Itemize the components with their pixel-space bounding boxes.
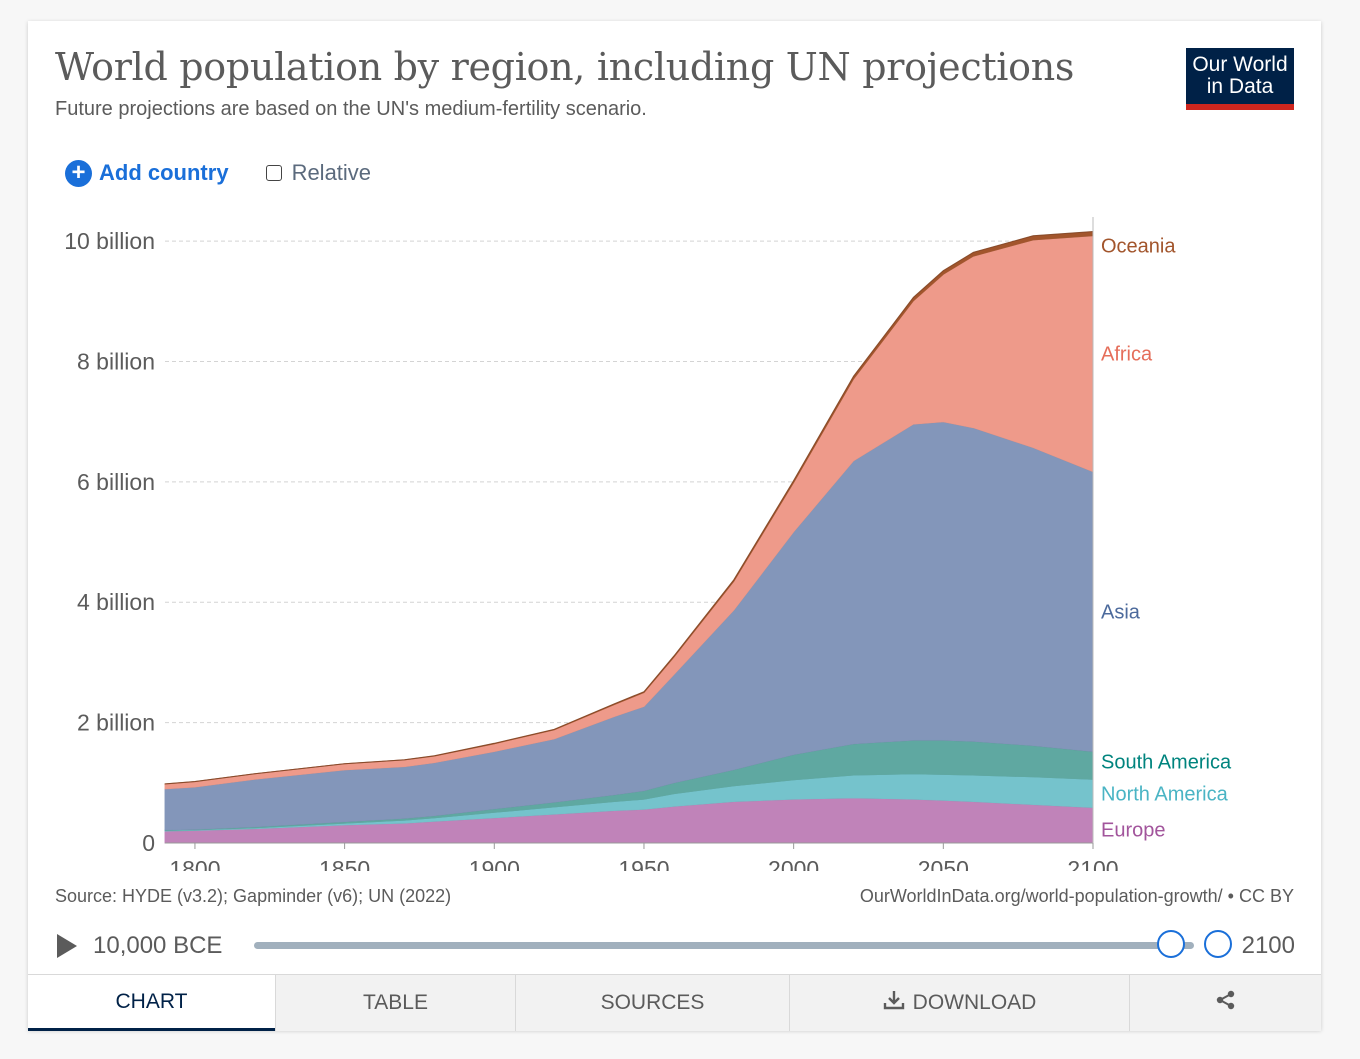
y-tick-label: 8 billion xyxy=(77,348,155,374)
stacked-area-chart[interactable]: 0 2 billion 4 billion 6 billion 8 billion 10 … xyxy=(28,211,1321,871)
source-url[interactable]: OurWorldInData.org/world-population-grow… xyxy=(859,886,1294,906)
tab-share[interactable] xyxy=(1129,975,1321,1031)
logo-line-2: in Data xyxy=(1206,75,1274,98)
end-label-europe: Europe xyxy=(1101,819,1166,841)
x-tick-label: 2100 xyxy=(1067,856,1118,871)
axes: 0 2 billion 4 billion 6 billion 8 billion 10 … xyxy=(64,217,1119,871)
x-tick-label: 1850 xyxy=(319,856,370,871)
logo-line-1: Our World xyxy=(1192,53,1288,76)
chart-controls: + Add country Relative xyxy=(65,158,371,188)
timeline-track[interactable] xyxy=(254,942,1194,949)
x-tick-label: 2000 xyxy=(768,856,819,871)
timeline-start-handle[interactable] xyxy=(1156,930,1185,958)
tab-table-label: TABLE xyxy=(363,991,428,1014)
y-tick-label: 6 billion xyxy=(77,469,155,495)
tab-download[interactable]: DOWNLOAD xyxy=(789,975,1129,1031)
relative-checkbox[interactable] xyxy=(265,165,282,181)
end-label-asia: Asia xyxy=(1101,602,1141,624)
source-note[interactable]: Source: HYDE (v3.2); Gapminder (v6); UN … xyxy=(55,886,452,906)
add-country-button[interactable]: + Add country xyxy=(65,159,229,187)
tab-table[interactable]: TABLE xyxy=(275,975,515,1031)
x-tick-label: 1800 xyxy=(169,856,220,871)
y-tick-label: 0 xyxy=(142,830,155,856)
y-tick-label: 4 billion xyxy=(77,589,155,615)
end-label-oceania: Oceania xyxy=(1101,235,1176,257)
play-icon[interactable] xyxy=(57,934,77,958)
relative-label: Relative xyxy=(291,160,372,185)
tab-sources-label: SOURCES xyxy=(600,991,705,1014)
tab-sources[interactable]: SOURCES xyxy=(515,975,789,1031)
timeline-end-label: 2100 xyxy=(1241,932,1295,959)
tab-bar: CHART TABLE SOURCES DOWNLOAD xyxy=(28,974,1321,1031)
area-edge-oceania xyxy=(164,231,1094,785)
owid-logo[interactable]: Our World in Data xyxy=(1186,48,1294,110)
end-label-africa: Africa xyxy=(1101,344,1153,366)
series-end-labels: Oceania Africa Asia South America North Amer… xyxy=(1101,235,1232,841)
x-tick-label: 1950 xyxy=(618,856,669,871)
y-tick-label: 2 billion xyxy=(77,710,155,736)
chart-card: World population by region, including UN… xyxy=(28,21,1321,1031)
share-icon xyxy=(1215,990,1237,1016)
timeline: 10,000 BCE 2100 xyxy=(55,926,1295,966)
end-label-north-america: North America xyxy=(1101,783,1229,805)
logo-red-bar xyxy=(1186,104,1294,110)
area-series[interactable] xyxy=(164,230,1094,844)
timeline-start-label: 10,000 BCE xyxy=(93,932,223,959)
y-tick-label: 10 billion xyxy=(64,228,155,254)
x-tick-label: 2050 xyxy=(918,856,969,871)
download-icon xyxy=(883,990,905,1016)
add-country-label: Add country xyxy=(99,160,229,185)
timeline-end-handle[interactable] xyxy=(1204,930,1232,958)
relative-toggle[interactable]: Relative xyxy=(265,160,372,186)
chart-title: World population by region, including UN… xyxy=(55,45,1075,89)
tab-download-label: DOWNLOAD xyxy=(912,991,1037,1014)
x-tick-label: 1900 xyxy=(469,856,520,871)
end-label-south-america: South America xyxy=(1101,751,1232,773)
tab-chart-label: CHART xyxy=(115,989,188,1013)
chart-subtitle: Future projections are based on the UN's… xyxy=(55,98,647,120)
tab-chart[interactable]: CHART xyxy=(28,975,275,1031)
plus-circle-icon: + xyxy=(65,159,92,187)
